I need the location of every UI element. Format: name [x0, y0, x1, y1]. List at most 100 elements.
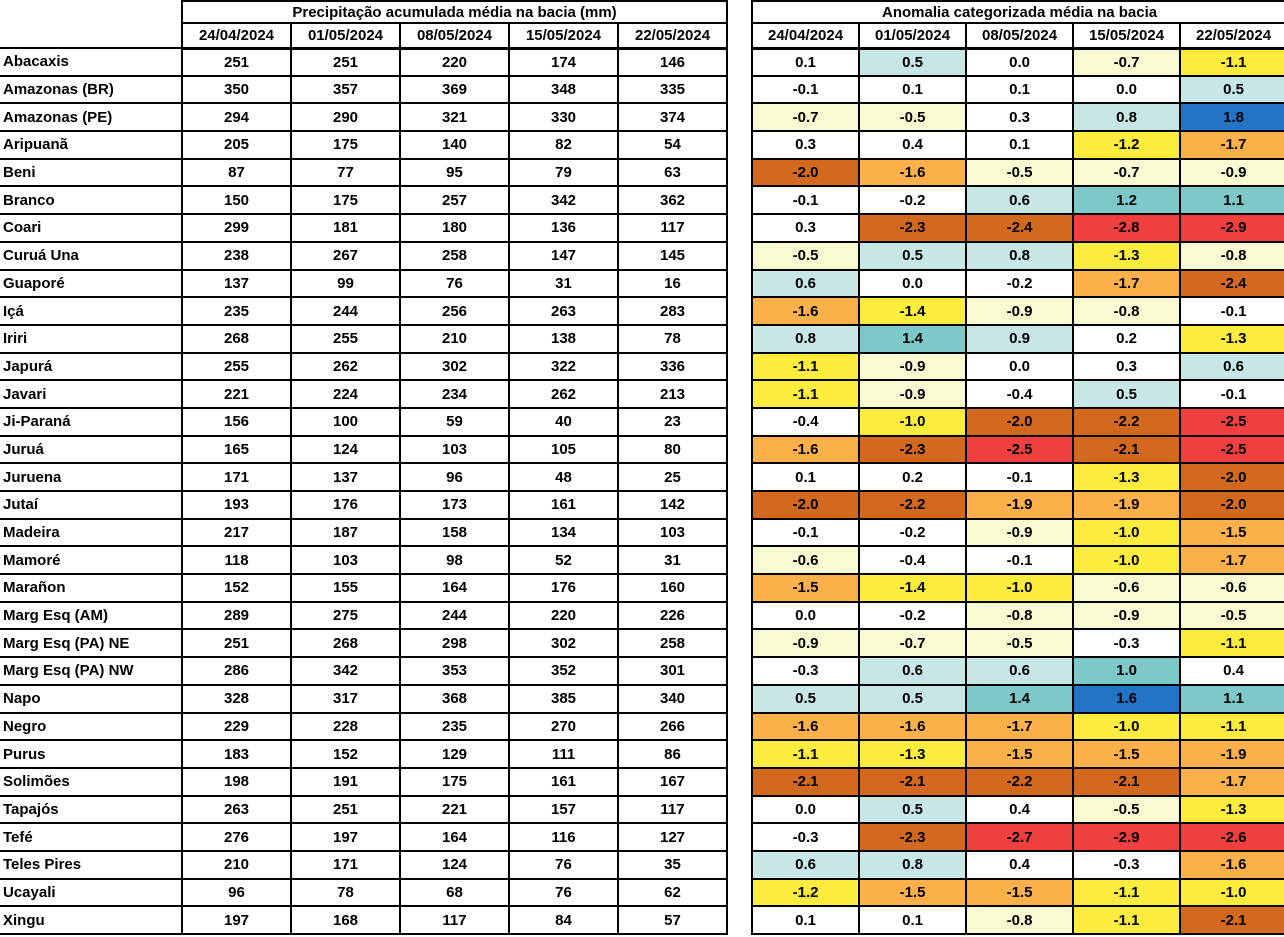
precip-cell: 23 — [616, 406, 729, 437]
precip-cell: 268 — [181, 323, 292, 354]
precip-cell: 150 — [181, 185, 292, 216]
date-header: 01/05/2024 — [858, 22, 968, 50]
anomaly-cell: -1.7 — [1179, 766, 1284, 797]
precipitation-row: Ucayali 96 78 68 76 62 — [0, 877, 729, 908]
anomaly-cell: -0.9 — [858, 351, 968, 382]
anomaly-cell: -0.3 — [751, 656, 861, 686]
anomaly-cell: -1.0 — [965, 573, 1075, 603]
precip-cell: 256 — [399, 296, 510, 326]
anomaly-cell: -1.0 — [1179, 877, 1284, 908]
anomaly-cell: 0.8 — [1072, 102, 1182, 133]
precipitation-row: Mamoré 118 103 98 52 31 — [0, 545, 729, 576]
precip-cell: 96 — [181, 877, 292, 908]
precip-cell: 224 — [290, 379, 401, 409]
precip-cell: 210 — [181, 849, 292, 880]
precip-cell: 25 — [616, 462, 729, 492]
precipitation-table: Precipitação acumulada média na bacia (m… — [0, 0, 729, 935]
precip-cell: 353 — [399, 656, 510, 686]
anomaly-cell: -0.6 — [1179, 573, 1284, 603]
anomaly-row: -1.6 -1.4 -0.9 -0.8 -0.1 — [751, 296, 1284, 326]
date-header: 08/05/2024 — [965, 22, 1075, 50]
precip-cell: 103 — [290, 545, 401, 576]
anomaly-cell: -0.4 — [858, 545, 968, 576]
precip-cell: 270 — [508, 711, 619, 742]
anomaly-cell: 0.1 — [751, 47, 861, 77]
precip-cell: 257 — [399, 185, 510, 216]
precip-cell: 98 — [399, 545, 510, 576]
date-header: 24/04/2024 — [751, 22, 861, 50]
anomaly-cell: -1.3 — [1179, 794, 1284, 825]
precip-cell: 155 — [290, 573, 401, 603]
anomaly-cell: -0.9 — [751, 628, 861, 659]
precip-cell: 171 — [181, 462, 292, 492]
anomaly-cell: 0.6 — [965, 656, 1075, 686]
precip-cell: 317 — [290, 683, 401, 714]
anomaly-cell: -1.1 — [1179, 47, 1284, 77]
precipitation-row: Madeira 217 187 158 134 103 — [0, 517, 729, 548]
anomaly-cell: -1.6 — [858, 711, 968, 742]
anomaly-cell: -1.5 — [1072, 739, 1182, 769]
anomaly-cell: -1.7 — [965, 711, 1075, 742]
anomaly-cell: 0.3 — [751, 130, 861, 160]
anomaly-cell: 0.0 — [751, 794, 861, 825]
anomaly-row: -0.3 0.6 0.6 1.0 0.4 — [751, 656, 1284, 686]
precipitation-row: Guaporé 137 99 76 31 16 — [0, 268, 729, 299]
anomaly-cell: 0.6 — [965, 185, 1075, 216]
anomaly-cell: 0.1 — [751, 462, 861, 492]
precip-cell: 165 — [181, 434, 292, 465]
anomaly-cell: -0.3 — [751, 822, 861, 852]
precip-cell: 175 — [290, 185, 401, 216]
precip-cell: 187 — [290, 517, 401, 548]
precip-cell: 322 — [508, 351, 619, 382]
precip-cell: 258 — [399, 240, 510, 271]
precipitation-row: Aripuanã 205 175 140 82 54 — [0, 130, 729, 160]
basin-label: Aripuanã — [0, 130, 183, 160]
precipitation-row: Marg Esq (PA) NE 251 268 298 302 258 — [0, 628, 729, 659]
anomaly-cell: -1.0 — [1072, 711, 1182, 742]
precip-cell: 16 — [616, 268, 729, 299]
anomaly-cell: -1.0 — [858, 406, 968, 437]
anomaly-cell: 0.6 — [1179, 351, 1284, 382]
precip-cell: 251 — [290, 47, 401, 77]
precip-cell: 235 — [181, 296, 292, 326]
precip-cell: 294 — [181, 102, 292, 133]
anomaly-cell: -0.1 — [751, 517, 861, 548]
precip-cell: 111 — [508, 739, 619, 769]
anomaly-cell: 0.0 — [1072, 74, 1182, 105]
precip-cell: 191 — [290, 766, 401, 797]
anomaly-cell: -1.0 — [1072, 545, 1182, 576]
precip-cell: 205 — [181, 130, 292, 160]
date-header: 01/05/2024 — [290, 22, 401, 50]
anomaly-cell: -0.5 — [965, 628, 1075, 659]
anomaly-cell: -2.6 — [1179, 822, 1284, 852]
precip-cell: 301 — [616, 656, 729, 686]
anomaly-row: -0.3 -2.3 -2.7 -2.9 -2.6 — [751, 822, 1284, 852]
precip-cell: 63 — [616, 157, 729, 188]
precip-cell: 174 — [508, 47, 619, 77]
precip-cell: 146 — [616, 47, 729, 77]
anomaly-cell: -2.8 — [1072, 213, 1182, 243]
precip-cell: 31 — [508, 268, 619, 299]
anomaly-cell: -2.2 — [858, 490, 968, 520]
precipitation-title-row: Precipitação acumulada média na bacia (m… — [0, 0, 729, 49]
precip-cell: 229 — [181, 711, 292, 742]
anomaly-cell: -1.1 — [751, 739, 861, 769]
basin-label: Solimões — [0, 766, 183, 797]
anomaly-row: 0.6 0.8 0.4 -0.3 -1.6 — [751, 849, 1284, 880]
precip-cell: 176 — [508, 573, 619, 603]
anomaly-cell: 1.1 — [1179, 185, 1284, 216]
anomaly-row: -0.1 0.1 0.1 0.0 0.5 — [751, 74, 1284, 105]
precip-cell: 40 — [508, 406, 619, 437]
precip-cell: 136 — [508, 213, 619, 243]
precip-cell: 220 — [508, 600, 619, 631]
precip-cell: 197 — [181, 905, 292, 935]
precip-cell: 105 — [508, 434, 619, 465]
precip-cell: 348 — [508, 74, 619, 105]
anomaly-cell: -1.5 — [1179, 517, 1284, 548]
anomaly-cell: -1.6 — [1179, 849, 1284, 880]
basin-label: Marañon — [0, 573, 183, 603]
anomaly-row: -0.5 0.5 0.8 -1.3 -0.8 — [751, 240, 1284, 271]
precip-cell: 221 — [399, 794, 510, 825]
anomaly-row: 0.3 -2.3 -2.4 -2.8 -2.9 — [751, 213, 1284, 243]
precip-cell: 183 — [181, 739, 292, 769]
